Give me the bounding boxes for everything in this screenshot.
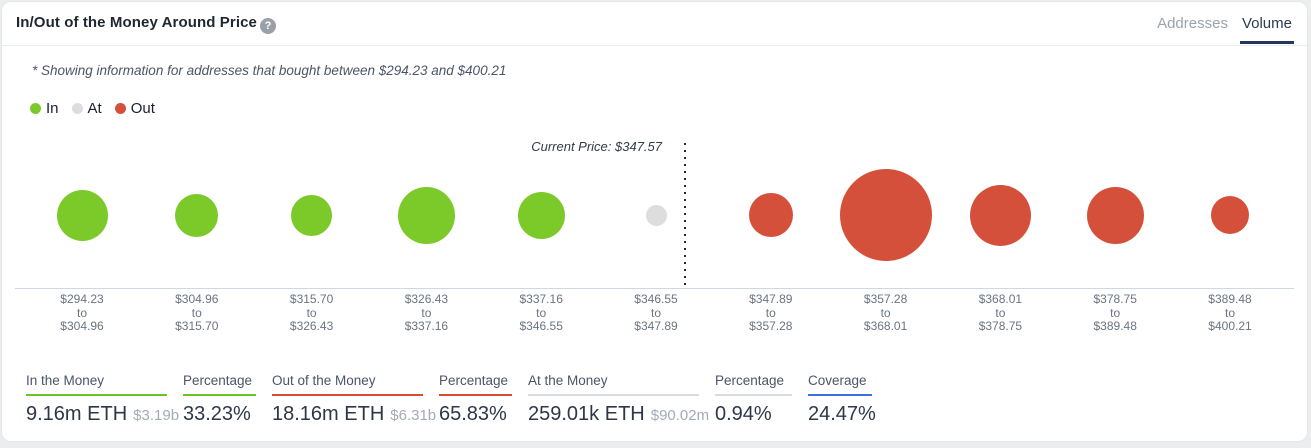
x-axis-label: $326.43 to $337.16 (404, 292, 449, 333)
bubble-in-1[interactable] (175, 193, 219, 237)
stat-value: 24.47% (808, 403, 876, 425)
stat-label: Percentage (439, 373, 512, 396)
tab-addresses[interactable]: Addresses (1157, 15, 1228, 32)
stat-value: 65.83% (439, 403, 507, 425)
x-axis-label: $337.16 to $346.55 (519, 292, 563, 333)
legend-dot-out (114, 103, 126, 114)
stat-sub-value: $90.02m (650, 407, 710, 424)
x-axis-label: $346.55 to $347.89 (634, 292, 678, 333)
bought-range-note: * Showing information for addresses that… (32, 63, 507, 78)
stat-percentage: Percentage 65.83% (439, 373, 528, 426)
stat-sub-value: $3.19b (133, 407, 180, 424)
legend-item-in[interactable]: In (30, 100, 59, 117)
stat-percentage: Percentage 0.94% (715, 373, 808, 426)
stats-row: In the Money 9.16m ETH $3.19b Percentage 33.… (26, 373, 888, 426)
bubble-in-2[interactable] (291, 194, 333, 236)
bubble-in-0[interactable] (56, 189, 108, 241)
legend-dot-at (71, 103, 83, 114)
stat-sub-value: $6.31b (390, 407, 437, 424)
legend-item-at[interactable]: At (71, 100, 102, 117)
stat-label: Percentage (183, 373, 256, 396)
bubble-out-6[interactable] (748, 193, 793, 237)
legend-label: At (87, 100, 102, 117)
stat-out-of-the-money: Out of the Money 18.16m ETH $6.31b (272, 373, 439, 426)
x-axis-label: $315.70 to $326.43 (289, 292, 334, 333)
legend-dot-in (30, 103, 41, 114)
header-divider (2, 45, 1307, 46)
x-axis-label: $368.01 to $378.75 (978, 292, 1023, 333)
stat-coverage: Coverage 24.47% (808, 373, 888, 426)
x-axis-label: $304.96 to $315.70 (175, 292, 219, 333)
stat-at-the-money: At the Money 259.01k ETH $90.02m (528, 373, 715, 426)
stat-value: 0.94% (715, 403, 772, 425)
bubble-out-7[interactable] (839, 169, 932, 261)
bubble-out-8[interactable] (969, 184, 1031, 246)
x-axis-label: $294.23 to $304.96 (60, 292, 104, 333)
bubble-out-9[interactable] (1086, 186, 1144, 244)
stat-value: 18.16m ETH $6.31b (272, 403, 437, 425)
stat-percentage: Percentage 33.23% (183, 373, 272, 426)
x-axis-line (15, 288, 1294, 289)
x-axis-label: $347.89 to $357.28 (749, 292, 793, 333)
legend-label: In (46, 100, 59, 117)
stat-label: Percentage (715, 373, 792, 396)
chart-legend: In At Out (30, 100, 155, 117)
stat-label: At the Money (528, 373, 699, 396)
bubble-in-3[interactable] (397, 186, 455, 244)
stat-value: 9.16m ETH $3.19b (26, 403, 180, 425)
stat-in-the-money: In the Money 9.16m ETH $3.19b (26, 373, 183, 426)
tab-volume[interactable]: Volume (1239, 15, 1294, 44)
stat-value: 33.23% (183, 403, 251, 425)
stat-value: 259.01k ETH $90.02m (528, 403, 710, 425)
bubble-in-4[interactable] (517, 191, 565, 239)
bubble-at-5[interactable] (645, 204, 667, 226)
x-axis-label: $357.28 to $368.01 (863, 292, 908, 333)
x-axis-label: $378.75 to $389.48 (1093, 292, 1137, 333)
current-price-divider (684, 143, 686, 288)
legend-label: Out (130, 100, 155, 117)
current-price-label: Current Price: $347.57 (531, 139, 662, 154)
stat-label: In the Money (26, 373, 167, 396)
stat-label: Coverage (808, 373, 872, 396)
stat-label: Out of the Money (272, 373, 423, 396)
legend-item-out[interactable]: Out (114, 100, 155, 117)
page-title: In/Out of the Money Around Price (16, 14, 257, 31)
tab-bar: Addresses Volume (1155, 15, 1294, 44)
x-axis-label: $389.48 to $400.21 (1208, 292, 1252, 333)
help-icon[interactable]: ? (260, 18, 276, 34)
bubble-out-10[interactable] (1211, 196, 1249, 234)
